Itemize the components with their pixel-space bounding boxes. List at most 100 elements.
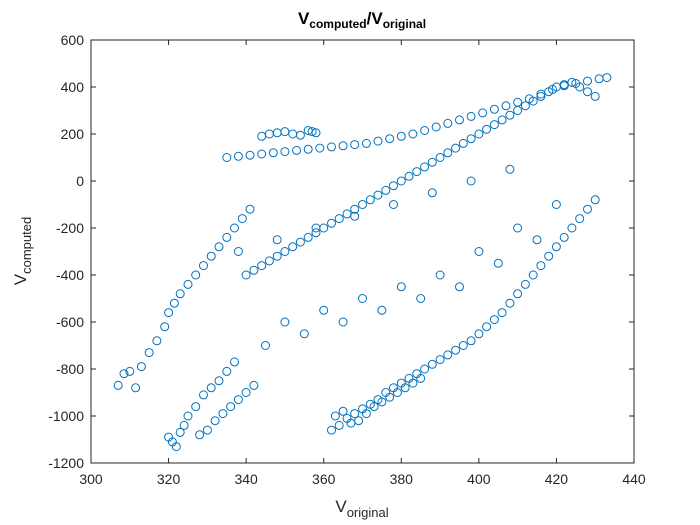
data-point: [113, 380, 123, 390]
data-point: [466, 176, 476, 186]
data-point: [377, 305, 387, 315]
data-point: [385, 392, 395, 402]
data-point: [497, 115, 507, 125]
data-point: [303, 144, 313, 154]
data-point: [408, 129, 418, 139]
data-point: [164, 308, 174, 318]
data-point: [350, 211, 360, 221]
data-point: [280, 317, 290, 327]
data-point: [551, 200, 561, 209]
data-point: [373, 136, 383, 146]
data-point: [455, 282, 464, 292]
data-point: [575, 214, 585, 224]
data-point: [513, 106, 523, 115]
data-point: [513, 223, 523, 233]
data-point: [412, 167, 422, 177]
y-tick-label: 400: [61, 79, 85, 95]
data-point: [505, 110, 515, 120]
data-point: [169, 298, 179, 308]
x-tick-label: 360: [312, 471, 336, 487]
data-point: [202, 425, 212, 435]
y-tick-label: -200: [56, 220, 84, 236]
plot-area: [91, 40, 634, 463]
data-point: [435, 153, 445, 162]
data-point: [350, 204, 360, 214]
data-point: [230, 223, 239, 233]
data-point: [245, 150, 255, 160]
data-point: [416, 373, 426, 383]
data-point: [303, 232, 313, 242]
data-point: [505, 164, 515, 174]
data-point: [497, 308, 507, 318]
data-point: [590, 195, 600, 205]
data-point: [392, 388, 402, 397]
data-point: [365, 195, 375, 205]
data-point: [183, 411, 193, 421]
data-point: [420, 364, 430, 374]
data-point: [144, 348, 154, 358]
data-point: [520, 279, 530, 289]
data-point: [501, 101, 511, 111]
data-point: [536, 261, 546, 271]
x-tick-label: 440: [622, 471, 646, 487]
data-point: [230, 357, 239, 367]
data-point: [311, 228, 321, 238]
data-point: [358, 294, 367, 303]
data-point: [408, 378, 418, 388]
data-point: [199, 390, 208, 400]
data-point: [489, 120, 499, 130]
data-point: [396, 176, 406, 186]
data-point: [567, 223, 577, 233]
data-point: [272, 251, 282, 261]
data-point: [315, 143, 325, 153]
data-point: [327, 425, 336, 435]
data-point: [295, 130, 305, 140]
data-point: [466, 336, 476, 346]
data-point: [119, 369, 129, 379]
data-point: [536, 91, 546, 101]
y-tick-label: -800: [56, 361, 84, 377]
data-point: [474, 329, 484, 339]
data-point: [567, 77, 577, 87]
data-point: [206, 251, 216, 261]
data-point: [443, 118, 453, 128]
data-point: [264, 256, 274, 266]
data-point: [443, 148, 453, 158]
data-point: [245, 204, 255, 214]
data-point: [544, 251, 554, 261]
data-point: [171, 442, 181, 452]
data-point: [288, 242, 298, 252]
data-point: [280, 247, 290, 256]
data-point: [427, 359, 437, 369]
data-point: [493, 258, 503, 268]
y-tick-label: 0: [76, 173, 84, 189]
x-tick-label: 400: [467, 471, 491, 487]
data-point: [214, 376, 224, 386]
data-point: [241, 270, 251, 280]
data-point: [160, 322, 170, 332]
data-point: [389, 181, 398, 191]
data-point: [474, 247, 484, 256]
data-point: [435, 270, 445, 280]
data-point: [295, 237, 305, 247]
data-point: [249, 380, 259, 390]
data-point: [327, 142, 336, 152]
data-point: [249, 265, 259, 275]
data-point: [420, 162, 430, 172]
data-point: [179, 420, 189, 430]
data-point: [466, 134, 476, 144]
data-point: [361, 409, 371, 419]
data-point: [241, 388, 251, 397]
data-point: [350, 409, 360, 419]
data-point: [334, 420, 344, 430]
data-point: [583, 76, 592, 86]
x-axis-ticks: 300 320 340 360 380 400 420 440: [79, 40, 646, 487]
data-point: [373, 190, 383, 200]
data-point: [532, 235, 542, 245]
data-point: [451, 345, 461, 355]
data-point: [590, 91, 600, 101]
data-point: [420, 126, 430, 135]
data-point: [338, 141, 348, 151]
data-point: [334, 214, 344, 224]
